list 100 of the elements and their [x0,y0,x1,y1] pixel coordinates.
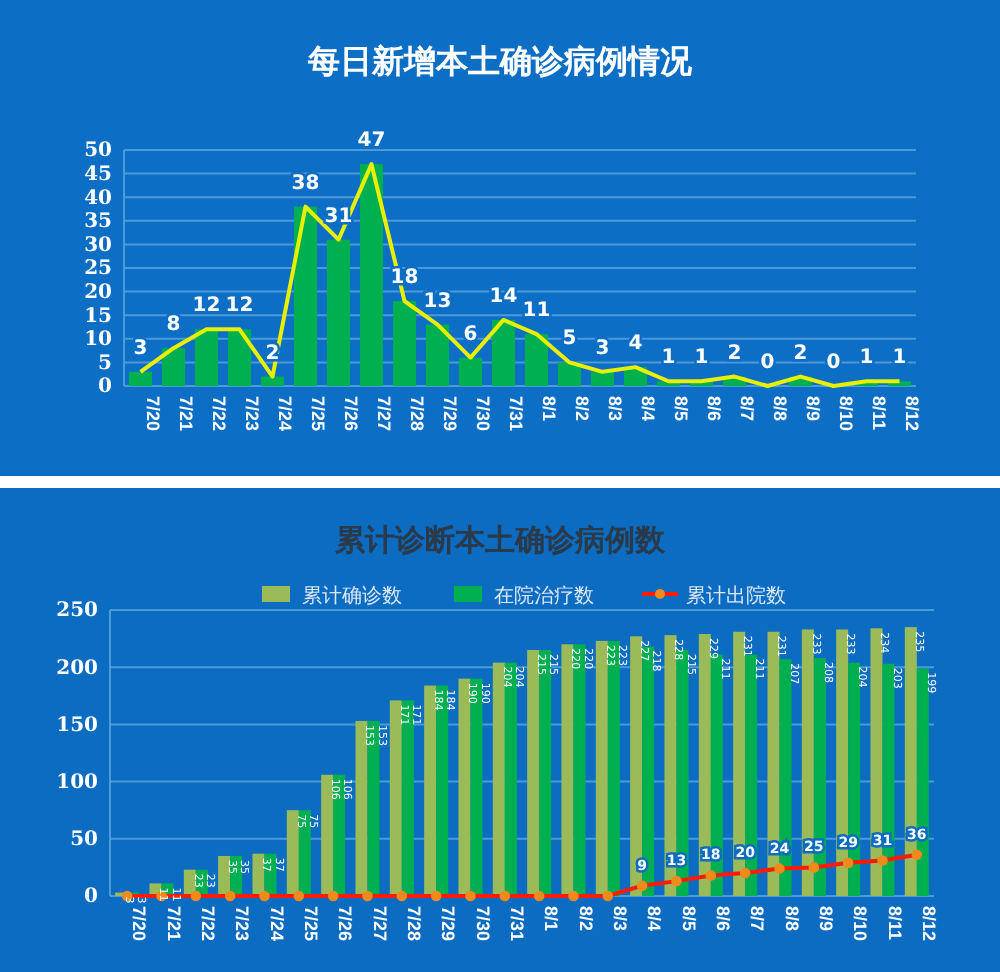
x-tick-label: 8/4 [637,396,658,422]
data-label: 6 [463,323,478,346]
bar [401,700,414,896]
x-tick-label: 8/3 [604,396,625,422]
x-tick-label: 7/26 [340,396,361,432]
bar [492,662,505,896]
data-label: 38 [291,172,320,195]
x-tick-label: 7/30 [472,906,493,942]
x-tick-label: 8/5 [678,906,699,932]
x-tick-label: 8/7 [747,906,768,932]
x-tick-label: 7/27 [369,906,390,942]
bar [527,650,540,896]
x-tick-label: 7/23 [232,906,253,942]
bar [355,720,368,896]
x-tick-label: 8/12 [919,906,940,942]
bar [389,700,402,896]
data-label: 2 [793,342,808,365]
bar [333,774,346,896]
x-tick-label: 8/10 [835,396,856,432]
x-tick-label: 7/26 [335,906,356,942]
x-tick-label: 8/8 [769,396,790,422]
data-label: 1 [694,347,709,370]
y-tick-label: 50 [84,140,113,163]
data-label: 1 [859,347,874,370]
chart-title: 每日新增本土确诊病例情况 [306,42,694,80]
data-label: 0 [826,352,841,374]
x-tick-label: 8/1 [538,396,559,422]
bar [286,810,299,896]
x-tick-label: 7/30 [472,396,493,432]
data-label: 4 [628,333,643,356]
bar [252,853,265,896]
x-tick-label: 7/21 [175,396,196,432]
x-tick-label: 7/20 [129,906,150,942]
x-tick-label: 7/21 [163,906,184,942]
bar [630,636,643,896]
bar [561,644,574,896]
x-tick-label: 7/25 [307,396,328,432]
x-tick-label: 7/24 [274,396,295,432]
data-label: 8 [166,314,181,337]
y-tick-label: 0 [98,376,113,399]
y-tick-label: 30 [84,234,113,257]
x-tick-label: 7/31 [505,396,526,432]
bar [425,324,450,386]
bar [367,720,380,896]
legend-label: 在院治疗数 [494,584,594,608]
data-label: 14 [489,285,518,308]
x-tick-label: 8/8 [781,906,802,932]
y-tick-label: 40 [84,187,113,210]
y-tick-label: 100 [56,772,99,794]
legend-label: 累计出院数 [686,584,786,608]
x-tick-label: 8/6 [703,396,724,422]
x-tick-label: 8/1 [541,906,562,932]
x-tick-label: 8/3 [610,906,631,932]
y-tick-label: 0 [84,886,99,909]
data-label: 5 [562,328,577,351]
x-tick-label: 8/9 [802,396,823,422]
bar [607,640,620,896]
bar [194,329,219,386]
bar [573,644,586,896]
y-tick-label: 50 [70,829,99,852]
data-label: 3 [133,337,148,360]
x-tick-label: 7/25 [301,906,322,942]
bar [359,164,384,386]
x-tick-label: 8/2 [575,906,596,932]
x-tick-label: 7/22 [208,396,229,432]
data-label: 1 [892,347,907,370]
data-label: 3 [595,337,610,360]
x-tick-label: 8/5 [670,396,691,422]
bar [298,810,311,896]
x-tick-label: 7/20 [142,396,163,432]
x-tick-label: 8/9 [816,906,837,932]
data-label: 2 [727,342,742,365]
x-tick-label: 7/29 [438,906,459,942]
data-label: 12 [192,295,221,318]
y-tick-label: 35 [84,211,113,234]
x-tick-label: 8/11 [868,396,889,431]
y-tick-label: 20 [84,282,113,304]
x-tick-label: 7/23 [241,396,262,432]
bar [436,685,449,896]
bar [458,678,471,896]
line-series [138,162,902,388]
x-tick-label: 7/22 [198,906,219,942]
x-tick-label: 8/7 [736,396,757,422]
x-tick-label: 8/6 [713,906,734,932]
data-label: 12 [225,295,254,318]
x-tick-label: 7/28 [404,906,425,942]
bar [539,650,552,896]
data-label: 47 [357,130,386,153]
bar [595,640,608,896]
data-label: 11 [522,300,551,323]
data-label: 13 [423,290,452,313]
x-tick-label: 8/12 [901,396,922,432]
x-tick-label: 8/10 [850,906,871,942]
x-tick-label: 7/31 [507,906,528,942]
y-tick-label: 25 [84,258,113,281]
data-label: 1 [661,347,676,370]
chart-title: 累计诊断本土确诊病例数 [333,522,667,558]
bar [504,662,517,896]
bar [293,206,318,386]
bar [424,685,437,896]
